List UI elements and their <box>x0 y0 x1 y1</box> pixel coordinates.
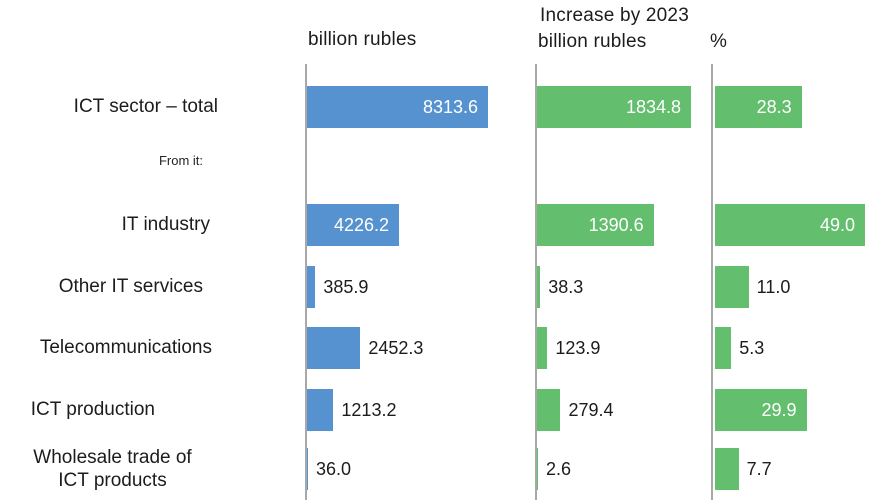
separator-label: From it: <box>158 152 203 168</box>
bar: 28.3 <box>715 86 802 128</box>
bar: 1390.6 <box>537 204 654 246</box>
panel2-header: billion rubles <box>538 31 647 52</box>
bar <box>715 327 732 369</box>
bar <box>307 448 308 490</box>
bar <box>715 266 749 308</box>
category-label: Telecommunications <box>39 337 212 359</box>
bar: 4226.2 <box>307 204 399 246</box>
bar <box>307 327 361 369</box>
bar-value-label: 279.4 <box>568 399 614 420</box>
bar: 8313.6 <box>307 86 488 128</box>
increase-group-header: Increase by 2023 <box>540 5 689 26</box>
chart-row: IT industry 4226.2 1390.6 49.0 <box>0 204 873 246</box>
bar-value-label: 4226.2 <box>333 214 389 235</box>
category-label: ICT production <box>30 399 155 421</box>
panel2-axis-line <box>535 64 537 500</box>
chart-row: ICT sector – total 8313.6 1834.8 28.3 <box>0 86 873 128</box>
bar <box>307 266 316 308</box>
bar-value-label: 8313.6 <box>422 96 478 117</box>
chart-row: ICT production 1213.2 279.4 29.9 <box>0 389 873 431</box>
category-label: Other IT services <box>58 276 203 298</box>
bar <box>537 266 541 308</box>
bar-value-label: 7.7 <box>746 458 772 479</box>
bar-value-label: 1213.2 <box>341 399 397 420</box>
bar-value-label: 28.3 <box>756 96 792 117</box>
bar <box>307 389 334 431</box>
bar-value-label: 123.9 <box>555 337 601 358</box>
bar: 29.9 <box>715 389 807 431</box>
category-label: Wholesale trade of ICT products <box>33 446 192 491</box>
bar-value-label: 1390.6 <box>588 214 644 235</box>
chart-row: Other IT services 385.9 38.3 11.0 <box>0 266 873 308</box>
bar-value-label: 2452.3 <box>368 337 424 358</box>
bar-value-label: 38.3 <box>548 276 584 297</box>
category-label: IT industry <box>121 214 210 236</box>
panel1-axis-line <box>305 64 307 500</box>
bar-value-label: 49.0 <box>819 214 855 235</box>
panel1-header: billion rubles <box>308 29 417 50</box>
bar-value-label: 1834.8 <box>625 96 681 117</box>
bar <box>537 448 538 490</box>
panel3-header: % <box>710 31 728 52</box>
category-label: ICT sector – total <box>73 96 218 118</box>
panel3-axis-line <box>711 64 713 500</box>
bar-value-label: 385.9 <box>323 276 369 297</box>
bar <box>537 389 561 431</box>
chart-row: Telecommunications 2452.3 123.9 5.3 <box>0 327 873 369</box>
bar-value-label: 2.6 <box>546 458 572 479</box>
bar-value-label: 36.0 <box>316 458 352 479</box>
bar-value-label: 5.3 <box>739 337 765 358</box>
bar-value-label: 29.9 <box>761 399 797 420</box>
bar: 49.0 <box>715 204 865 246</box>
bar <box>715 448 739 490</box>
bar <box>537 327 548 369</box>
bar-value-label: 11.0 <box>756 276 791 297</box>
chart-row: Wholesale trade of ICT products 36.0 2.6 7.… <box>0 446 873 491</box>
bar: 1834.8 <box>537 86 691 128</box>
